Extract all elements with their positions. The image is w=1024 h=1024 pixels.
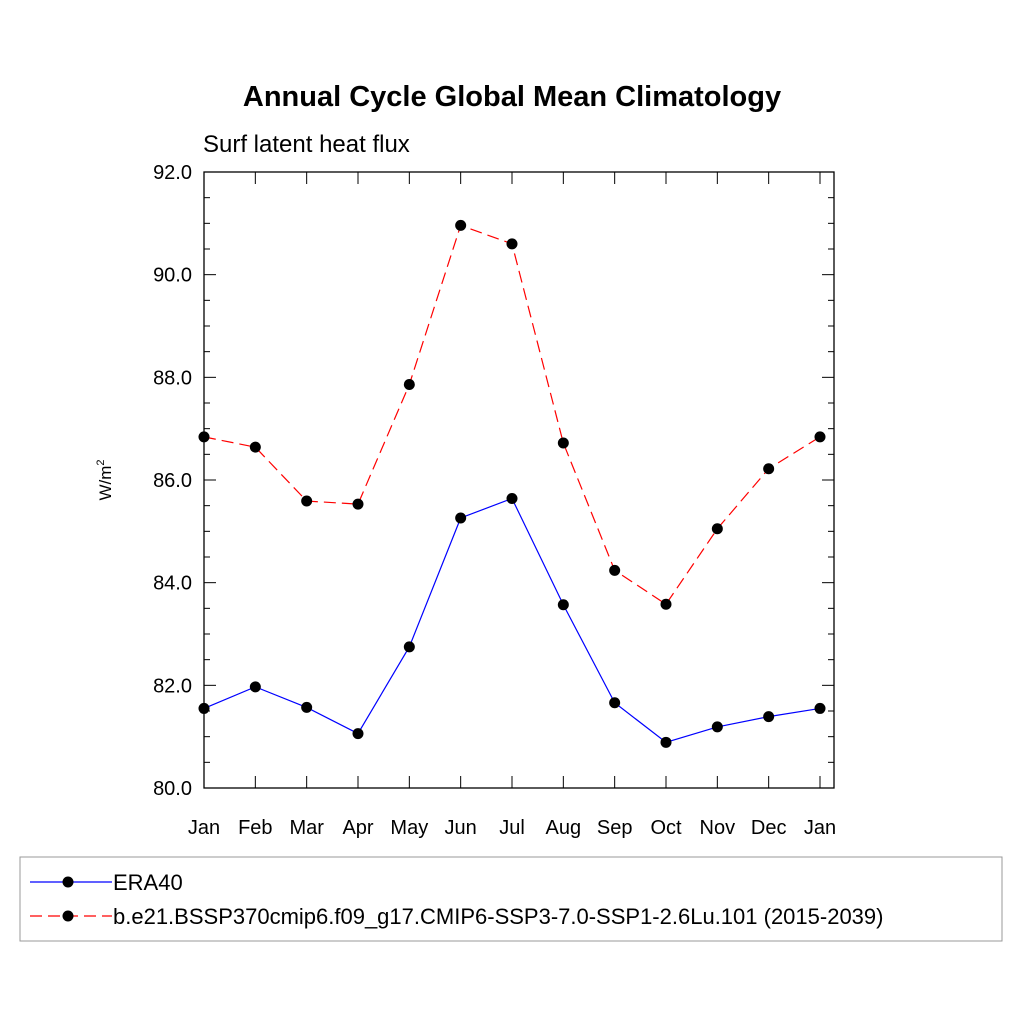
series-2-point [198, 431, 210, 443]
x-tick-label: Jun [445, 817, 477, 839]
x-tick-label: Apr [342, 817, 373, 839]
x-tick-label: Feb [238, 817, 272, 839]
series-1-point [609, 697, 621, 709]
x-tick-label: Jan [804, 817, 836, 839]
chart-subtitle: Surf latent heat flux [203, 131, 410, 158]
legend: ERA40 b.e21.BSSP370cmip6.f09_g17.CMIP6-SS… [19, 856, 1003, 942]
y-tick-label: 86.0 [153, 470, 192, 492]
series-1-point [814, 702, 826, 714]
series-1-point [403, 641, 415, 653]
y-axis-label: W/m2 [95, 459, 115, 500]
series-1-point [711, 721, 723, 733]
x-tick-label: Sep [597, 817, 633, 839]
y-tick-label: 90.0 [153, 265, 192, 287]
y-tick-label: 80.0 [153, 778, 192, 800]
y-tick-label: 82.0 [153, 675, 192, 697]
chart-title: Annual Cycle Global Mean Climatology [243, 81, 781, 113]
x-tick-label: Dec [751, 817, 787, 839]
series-1-point [198, 702, 210, 714]
x-tick-label: Mar [289, 817, 324, 839]
series-1-point [249, 681, 261, 693]
series-line-1 [203, 497, 821, 743]
series-2-point [711, 523, 723, 535]
y-tick-label: 84.0 [153, 573, 192, 595]
legend-box [19, 856, 1003, 942]
x-tick-label: Aug [546, 817, 582, 839]
x-tick-label: Oct [650, 817, 682, 839]
y-tick-label: 88.0 [153, 367, 192, 389]
series-2-point [609, 564, 621, 576]
series-2-point [506, 238, 518, 250]
series-1-point [557, 599, 569, 611]
series-1-point [763, 711, 775, 723]
plot-frame [203, 171, 835, 789]
series-1-point [301, 701, 313, 713]
x-tick-label: Jan [188, 817, 220, 839]
series-1-point [660, 736, 672, 748]
series-2-point [557, 437, 569, 449]
legend-label-1: ERA40 [113, 870, 183, 895]
series-2-point [763, 463, 775, 475]
x-tick-label: May [390, 817, 428, 839]
x-tick-label: Nov [700, 817, 736, 839]
series-2-point [814, 431, 826, 443]
legend-label-2: b.e21.BSSP370cmip6.f09_g17.CMIP6-SSP3-7.… [113, 904, 883, 929]
y-tick-label: 92.0 [153, 162, 192, 184]
series-2-point [455, 219, 467, 231]
legend-marker-2 [62, 910, 74, 922]
series-2-point [352, 498, 364, 510]
series-2-point [660, 598, 672, 610]
series-1-point [455, 512, 467, 524]
plot-area: 80.0 82.0 84.0 86.0 88.0 90.0 92.0 Jan Feb Mar Apr… [153, 162, 836, 839]
series-2-point [301, 495, 313, 507]
series-line-2 [203, 224, 821, 606]
x-tick-label: Jul [499, 817, 525, 839]
series-1-point [352, 728, 364, 740]
series-2-point [249, 441, 261, 453]
series-2-point [403, 379, 415, 391]
series-1-point [506, 492, 518, 504]
legend-marker-1 [62, 876, 74, 888]
